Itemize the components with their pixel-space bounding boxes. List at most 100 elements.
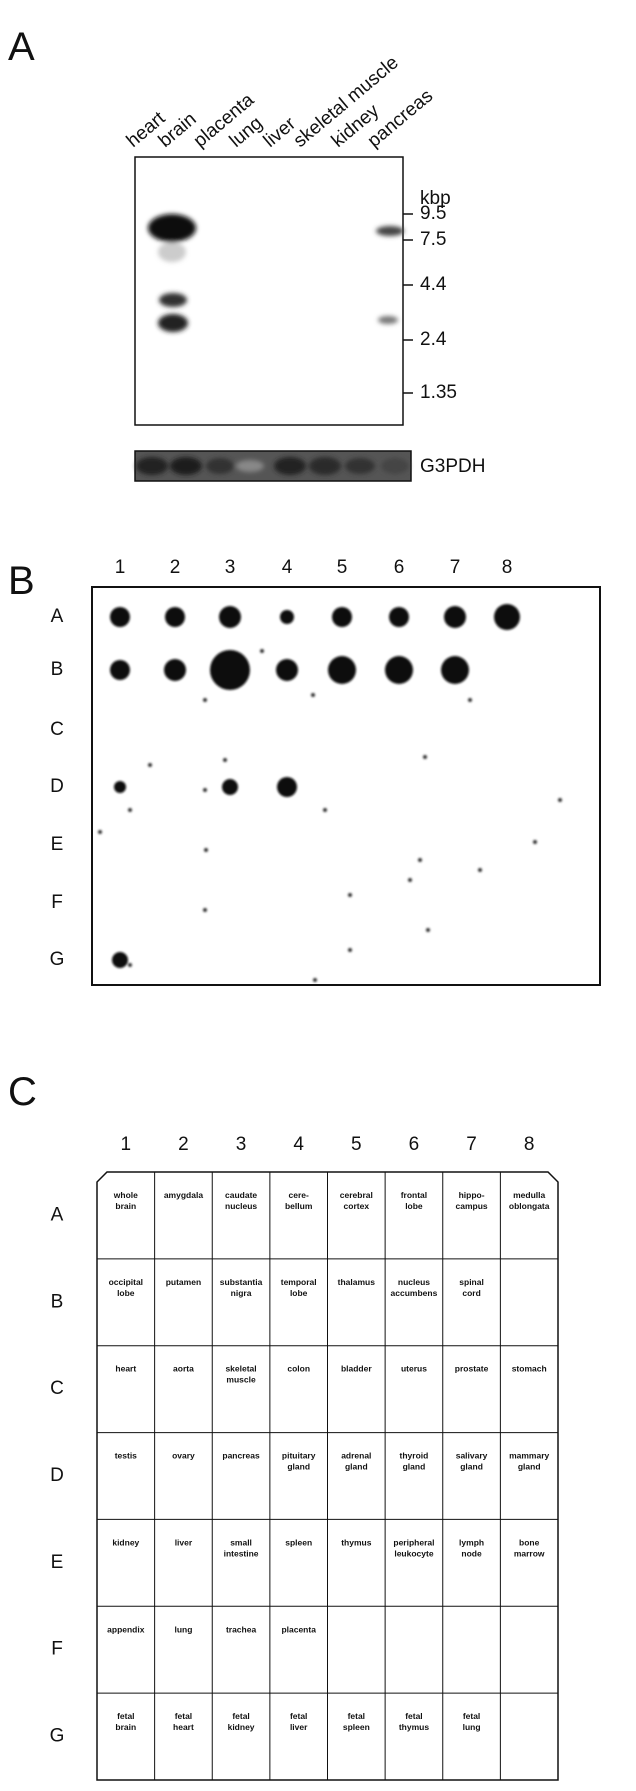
speck <box>311 693 315 697</box>
speck <box>418 858 422 862</box>
cell-text: muscle <box>226 1375 256 1385</box>
row-label: B <box>51 1291 64 1312</box>
cell-text: caudate <box>225 1190 257 1200</box>
speck <box>203 698 207 702</box>
speck <box>558 798 562 802</box>
dot <box>385 656 413 684</box>
cell-text: fetal <box>405 1711 422 1721</box>
cell-text: bellum <box>285 1201 313 1211</box>
dot-blot <box>92 587 600 985</box>
dot <box>219 606 241 628</box>
cell-text: nigra <box>231 1288 252 1298</box>
cell-text: bone <box>519 1537 540 1547</box>
speck <box>98 830 102 834</box>
column-label: 2 <box>170 557 181 578</box>
column-label: 1 <box>121 1134 132 1155</box>
cell-text: fetal <box>290 1711 307 1721</box>
speck <box>128 963 132 967</box>
cell-text: accumbens <box>391 1288 438 1298</box>
cell-text: kidney <box>112 1537 139 1547</box>
cell-text: adrenal <box>341 1451 371 1461</box>
cell-text: cortex <box>344 1201 370 1211</box>
cell-text: pancreas <box>222 1451 260 1461</box>
cell-text: cord <box>462 1288 480 1298</box>
row-label: A <box>51 606 64 627</box>
dot <box>328 656 356 684</box>
blot <box>135 157 403 425</box>
row-label: D <box>50 1465 64 1486</box>
marker-label: 4.4 <box>420 274 447 295</box>
marker-label: 1.35 <box>420 382 457 403</box>
cell-text: lymph <box>459 1537 484 1547</box>
cell-text: prostate <box>455 1364 489 1374</box>
cell-text: lung <box>463 1722 481 1732</box>
cell-text: kidney <box>228 1722 255 1732</box>
row-label: D <box>50 776 64 797</box>
dot <box>276 659 298 681</box>
dot <box>277 777 297 797</box>
column-label: 7 <box>466 1134 477 1155</box>
speck <box>260 649 264 653</box>
cell-text: thymus <box>341 1537 372 1547</box>
cell-text: thalamus <box>338 1277 376 1287</box>
dot <box>210 650 250 690</box>
row-label: B <box>51 659 64 680</box>
row-label: F <box>51 1639 63 1660</box>
cell-text: fetal <box>348 1711 365 1721</box>
cell-text: fetal <box>463 1711 480 1721</box>
cell-text: spleen <box>285 1537 312 1547</box>
cell-text: uterus <box>401 1364 427 1374</box>
cell-text: oblongata <box>509 1201 550 1211</box>
cell-text: whole <box>113 1190 138 1200</box>
cell-text: fetal <box>232 1711 249 1721</box>
speck <box>468 698 472 702</box>
cell-text: peripheral <box>393 1537 434 1547</box>
row-label: G <box>50 1726 65 1747</box>
speck <box>323 808 327 812</box>
column-label: 3 <box>225 557 236 578</box>
cell-text: marrow <box>514 1548 545 1558</box>
cell-text: campus <box>456 1201 488 1211</box>
cell-text: gland <box>345 1462 368 1472</box>
dot <box>112 952 128 968</box>
figure: A heartbrainplacentalungliverskeletal mu… <box>0 0 636 1786</box>
cell-text: skeletal <box>225 1364 256 1374</box>
speck <box>148 763 152 767</box>
cell-text: intestine <box>224 1548 259 1558</box>
panel-label: B <box>8 559 35 603</box>
cell-text: occipital <box>109 1277 143 1287</box>
speck <box>128 808 132 812</box>
loading-control-label: G3PDH <box>420 456 485 477</box>
cell-text: fetal <box>175 1711 192 1721</box>
cell-text: brain <box>115 1722 136 1732</box>
speck <box>423 755 427 759</box>
cell-text: appendix <box>107 1624 145 1634</box>
cell-text: gland <box>460 1462 483 1472</box>
cell-text: gland <box>403 1462 426 1472</box>
cell-text: trachea <box>226 1624 257 1634</box>
cell-text: lobe <box>290 1288 308 1298</box>
cell-text: nucleus <box>225 1201 257 1211</box>
column-label: 3 <box>236 1134 247 1155</box>
speck <box>426 928 430 932</box>
cell-text: lobe <box>405 1201 423 1211</box>
column-label: 6 <box>409 1134 420 1155</box>
dot <box>389 607 409 627</box>
cell-text: gland <box>518 1462 541 1472</box>
dot <box>164 659 186 681</box>
row-label: E <box>51 834 64 855</box>
cell-text: gland <box>287 1462 310 1472</box>
cell-text: nucleus <box>398 1277 430 1287</box>
cell-text: colon <box>287 1364 310 1374</box>
dot <box>332 607 352 627</box>
dot <box>110 660 130 680</box>
speck <box>533 840 537 844</box>
speck <box>348 948 352 952</box>
marker-label: 2.4 <box>420 329 447 350</box>
cell-text: node <box>461 1548 482 1558</box>
cell-text: putamen <box>166 1277 201 1287</box>
cell-text: fetal <box>117 1711 134 1721</box>
column-label: 5 <box>337 557 348 578</box>
row-label: A <box>51 1204 64 1225</box>
column-label: 8 <box>524 1134 535 1155</box>
